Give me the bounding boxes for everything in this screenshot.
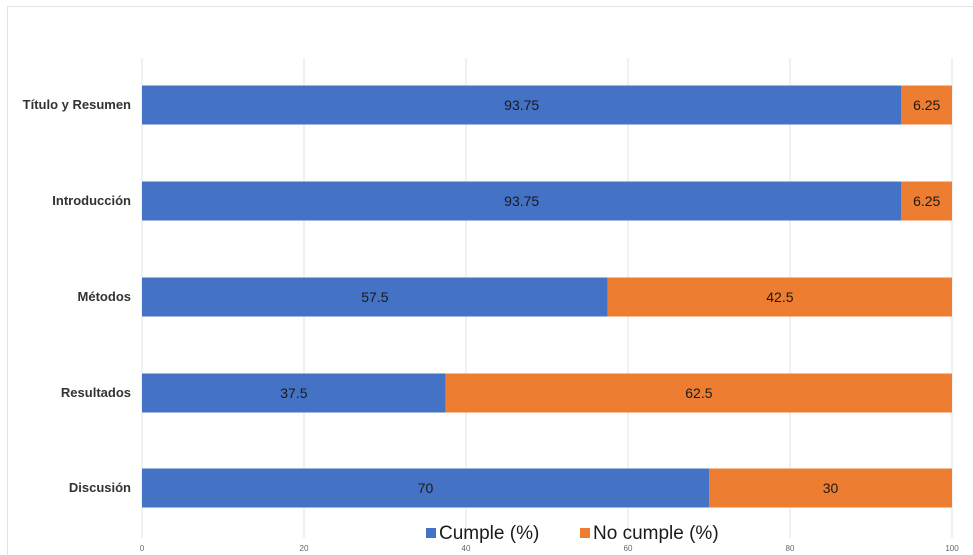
x-tick-label-2: 40	[462, 544, 471, 553]
category-label-1: Introducción	[52, 193, 131, 208]
bar-4-series-0	[142, 468, 709, 508]
legend-label-1: No cumple (%)	[593, 523, 719, 544]
legend-swatch-0	[426, 528, 436, 538]
data-label-3-0: 37.5	[280, 385, 307, 401]
data-label-1-0: 93.75	[504, 193, 539, 209]
x-tick-label-0: 0	[140, 544, 145, 553]
x-tick-label-5: 100	[945, 544, 959, 553]
x-tick-label-4: 80	[786, 544, 795, 553]
bar-1-series-1	[901, 181, 952, 221]
bar-1-series-0	[142, 181, 902, 221]
category-label-0: Título y Resumen	[23, 97, 131, 112]
x-tick-label-1: 20	[300, 544, 309, 553]
bar-0-series-1	[901, 85, 952, 125]
legend-swatch-1	[580, 528, 590, 538]
bars: 93.75 6.25 93.75 6.25 57.5 42.5 37.5 62.5 70 30	[142, 85, 952, 508]
bar-2-series-1	[607, 277, 952, 317]
category-label-4: Discusión	[69, 480, 131, 495]
bar-0-series-0	[142, 85, 902, 125]
data-label-4-0: 70	[418, 480, 434, 496]
bar-4-series-1	[709, 468, 952, 508]
bar-3-series-0	[142, 373, 446, 413]
category-labels: Título y Resumen Introducción Métodos Resul…	[23, 97, 131, 495]
bar-3-series-1	[445, 373, 952, 413]
data-label-4-1: 30	[823, 480, 839, 496]
category-label-3: Resultados	[61, 385, 131, 400]
legend-label-0: Cumple (%)	[439, 523, 539, 544]
data-label-0-1: 6.25	[913, 97, 940, 113]
legend: Cumple (%) No cumple (%)	[426, 523, 719, 544]
x-tick-label-3: 60	[624, 544, 633, 553]
category-label-2: Métodos	[78, 289, 131, 304]
bar-2-series-0	[142, 277, 608, 317]
data-label-2-1: 42.5	[766, 289, 793, 305]
data-label-2-0: 57.5	[361, 289, 388, 305]
chart-frame	[7, 6, 973, 555]
data-label-1-1: 6.25	[913, 193, 940, 209]
data-label-0-0: 93.75	[504, 97, 539, 113]
data-label-3-1: 62.5	[685, 385, 712, 401]
x-axis-ticks: 0 20 40 60 80 100	[140, 544, 959, 553]
